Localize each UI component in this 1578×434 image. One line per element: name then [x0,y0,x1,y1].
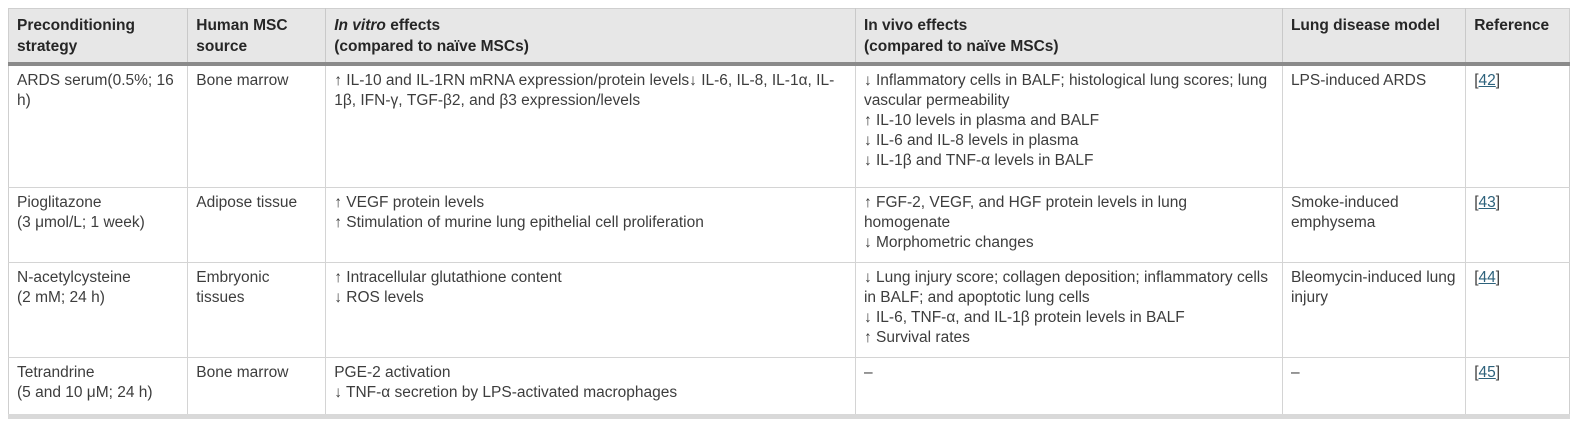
source-cell: Adipose tissue [187,186,327,262]
lung-disease-model-cell: – [1282,356,1467,416]
lung-disease-model-cell: Smoke-induced emphysema [1282,186,1467,262]
col-header-human-msc-source: Human MSC source [187,8,327,66]
reference-link[interactable]: 44 [1478,268,1496,286]
header-label: Preconditioning strategy [17,17,135,55]
col-header-preconditioning-strategy: Preconditioning strategy [8,8,189,66]
source-cell: Bone marrow [187,356,327,416]
table-body: ARDS serum(0.5%; 16 h) Bone marrow ↑ IL-10… [8,64,1570,416]
header-sublabel: (compared to naïve MSCs) [334,38,529,55]
col-header-lung-disease-model: Lung disease model [1282,8,1467,66]
header-label-italic: In vitro [334,17,386,34]
table-header-row: Preconditioning strategy Human MSC sourc… [8,8,1570,66]
source-cell: Bone marrow [187,64,327,187]
lung-disease-model-cell: Bleomycin-induced lung injury [1282,261,1467,357]
source-cell: Embryonic tissues [187,261,327,357]
in-vivo-effects-cell: ↓ Lung injury score; collagen deposition… [855,261,1283,357]
reference-cell: [43] [1465,186,1570,262]
reference-link[interactable]: 45 [1478,363,1496,381]
in-vivo-effects-cell: ↑ FGF-2, VEGF, and HGF protein levels in… [855,186,1283,262]
strategy-cell: Pioglitazone (3 μmol/L; 1 week) [8,186,189,262]
header-label: Reference [1474,17,1550,34]
header-label: Lung disease model [1290,17,1440,34]
strategy-cell: N-acetylcysteine (2 mM; 24 h) [8,261,189,357]
reference-cell: [44] [1465,261,1570,357]
reference-link[interactable]: 43 [1478,193,1496,211]
header-label: effects [385,17,441,34]
in-vivo-effects-cell: – [855,356,1283,416]
table-row: N-acetylcysteine (2 mM; 24 h) Embryonic t… [8,261,1570,357]
reference-link[interactable]: 42 [1478,72,1496,89]
in-vivo-effects-cell: ↓ Inflammatory cells in BALF; histologic… [855,64,1283,187]
table-row: ARDS serum(0.5%; 16 h) Bone marrow ↑ IL-10… [8,64,1570,187]
header-sublabel: (compared to naïve MSCs) [863,38,1059,55]
header-label: Human MSC source [196,17,288,55]
strategy-cell: Tetrandrine (5 and 10 μM; 24 h) [8,356,189,416]
table-row: Pioglitazone (3 μmol/L; 1 week) Adipose t… [8,186,1570,262]
strategy-cell: ARDS serum(0.5%; 16 h) [8,64,189,187]
reference-cell: [42] [1474,72,1501,89]
table-row: Tetrandrine (5 and 10 μM; 24 h) Bone marr… [8,356,1570,416]
reference-cell: [45] [1465,356,1570,416]
col-header-reference: Reference [1465,8,1570,66]
in-vitro-effects-cell: ↑ IL-10 and IL-1RN mRNA expression/prote… [325,64,856,187]
msc-preconditioning-table: Preconditioning strategy Human MSC sourc… [8,8,1570,419]
header-label: In vivo effects [863,17,968,34]
in-vitro-effects-cell: ↑ VEGF protein levels ↑ Stimulation of m… [325,186,856,262]
table-header: Preconditioning strategy Human MSC sourc… [8,8,1570,66]
col-header-in-vivo-effects: In vivo effects (compared to naïve MSCs) [855,8,1283,66]
col-header-in-vitro-effects: In vitro effects (compared to naïve MSCs… [325,8,856,66]
in-vitro-effects-cell: ↑ Intracellular glutathione content ↓ RO… [325,261,856,357]
in-vitro-effects-cell: PGE-2 activation ↓ TNF-α secretion by LP… [325,356,856,416]
lung-disease-model-cell: LPS-induced ARDS [1282,64,1467,187]
